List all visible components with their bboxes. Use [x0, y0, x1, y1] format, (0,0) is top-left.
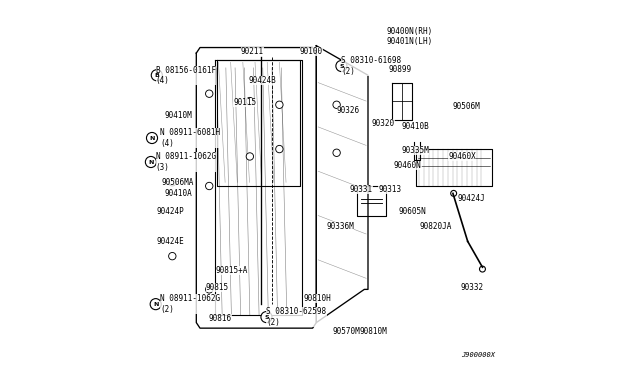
Text: 90320: 90320 — [372, 119, 395, 128]
Circle shape — [151, 70, 163, 81]
Text: 90820JA: 90820JA — [420, 222, 452, 231]
Text: 90313: 90313 — [378, 185, 401, 194]
Circle shape — [205, 286, 213, 293]
Text: 90810M: 90810M — [360, 327, 388, 336]
Text: B 08156-0161F
(4): B 08156-0161F (4) — [156, 65, 216, 85]
Circle shape — [147, 132, 157, 144]
Text: 90810H: 90810H — [303, 294, 331, 303]
Text: 90424E: 90424E — [157, 237, 184, 246]
Circle shape — [145, 157, 156, 167]
Circle shape — [246, 153, 253, 160]
Text: 90460N: 90460N — [394, 161, 422, 170]
Circle shape — [150, 299, 161, 310]
Text: 90506MA: 90506MA — [162, 178, 195, 187]
Text: N 08911-6081H
(4): N 08911-6081H (4) — [161, 128, 221, 148]
Text: N 08911-1062G
(2): N 08911-1062G (2) — [161, 295, 221, 314]
Text: S 08310-62598
(2): S 08310-62598 (2) — [266, 307, 326, 327]
Circle shape — [168, 179, 176, 186]
Text: N: N — [149, 135, 155, 141]
Text: 90815+A: 90815+A — [216, 266, 248, 275]
Text: 90335M: 90335M — [401, 147, 429, 155]
Text: 90336M: 90336M — [326, 222, 355, 231]
Text: 90424B: 90424B — [248, 76, 276, 85]
Circle shape — [276, 145, 283, 153]
Circle shape — [333, 101, 340, 109]
Text: 90815: 90815 — [205, 283, 228, 292]
Text: N: N — [148, 160, 154, 164]
Text: 90605N: 90605N — [398, 207, 426, 217]
Circle shape — [205, 90, 213, 97]
Text: 90410A: 90410A — [164, 189, 192, 198]
Text: J900000X: J900000X — [461, 352, 495, 358]
Text: 90424J: 90424J — [458, 195, 485, 203]
Text: 90424P: 90424P — [157, 207, 184, 217]
Text: N: N — [153, 302, 158, 307]
Circle shape — [261, 311, 272, 323]
Text: 90570M: 90570M — [333, 327, 361, 336]
Text: 90332: 90332 — [460, 283, 483, 292]
Text: 90100: 90100 — [300, 47, 323, 56]
Text: 90400N(RH)
90401N(LH): 90400N(RH) 90401N(LH) — [387, 27, 433, 46]
Text: 90460X: 90460X — [449, 152, 476, 161]
Text: 90410M: 90410M — [164, 111, 192, 121]
Text: S: S — [264, 315, 269, 320]
Text: 90326: 90326 — [337, 106, 360, 115]
Text: 90211: 90211 — [241, 47, 264, 56]
Text: 90115: 90115 — [233, 99, 257, 108]
Text: S 08310-61698
(2): S 08310-61698 (2) — [341, 56, 401, 76]
Text: B: B — [154, 73, 159, 78]
Text: 90506M: 90506M — [453, 102, 481, 111]
Text: 90816: 90816 — [209, 314, 232, 323]
Text: S: S — [339, 64, 344, 68]
Text: N 08911-1062G
(3): N 08911-1062G (3) — [156, 152, 216, 172]
Text: 90410B: 90410B — [401, 122, 429, 131]
Circle shape — [336, 61, 347, 71]
Text: 90331: 90331 — [349, 185, 372, 194]
Circle shape — [276, 101, 283, 109]
Text: 90899: 90899 — [388, 65, 412, 74]
Circle shape — [205, 182, 213, 190]
Circle shape — [246, 97, 253, 105]
Circle shape — [168, 253, 176, 260]
Circle shape — [333, 149, 340, 157]
